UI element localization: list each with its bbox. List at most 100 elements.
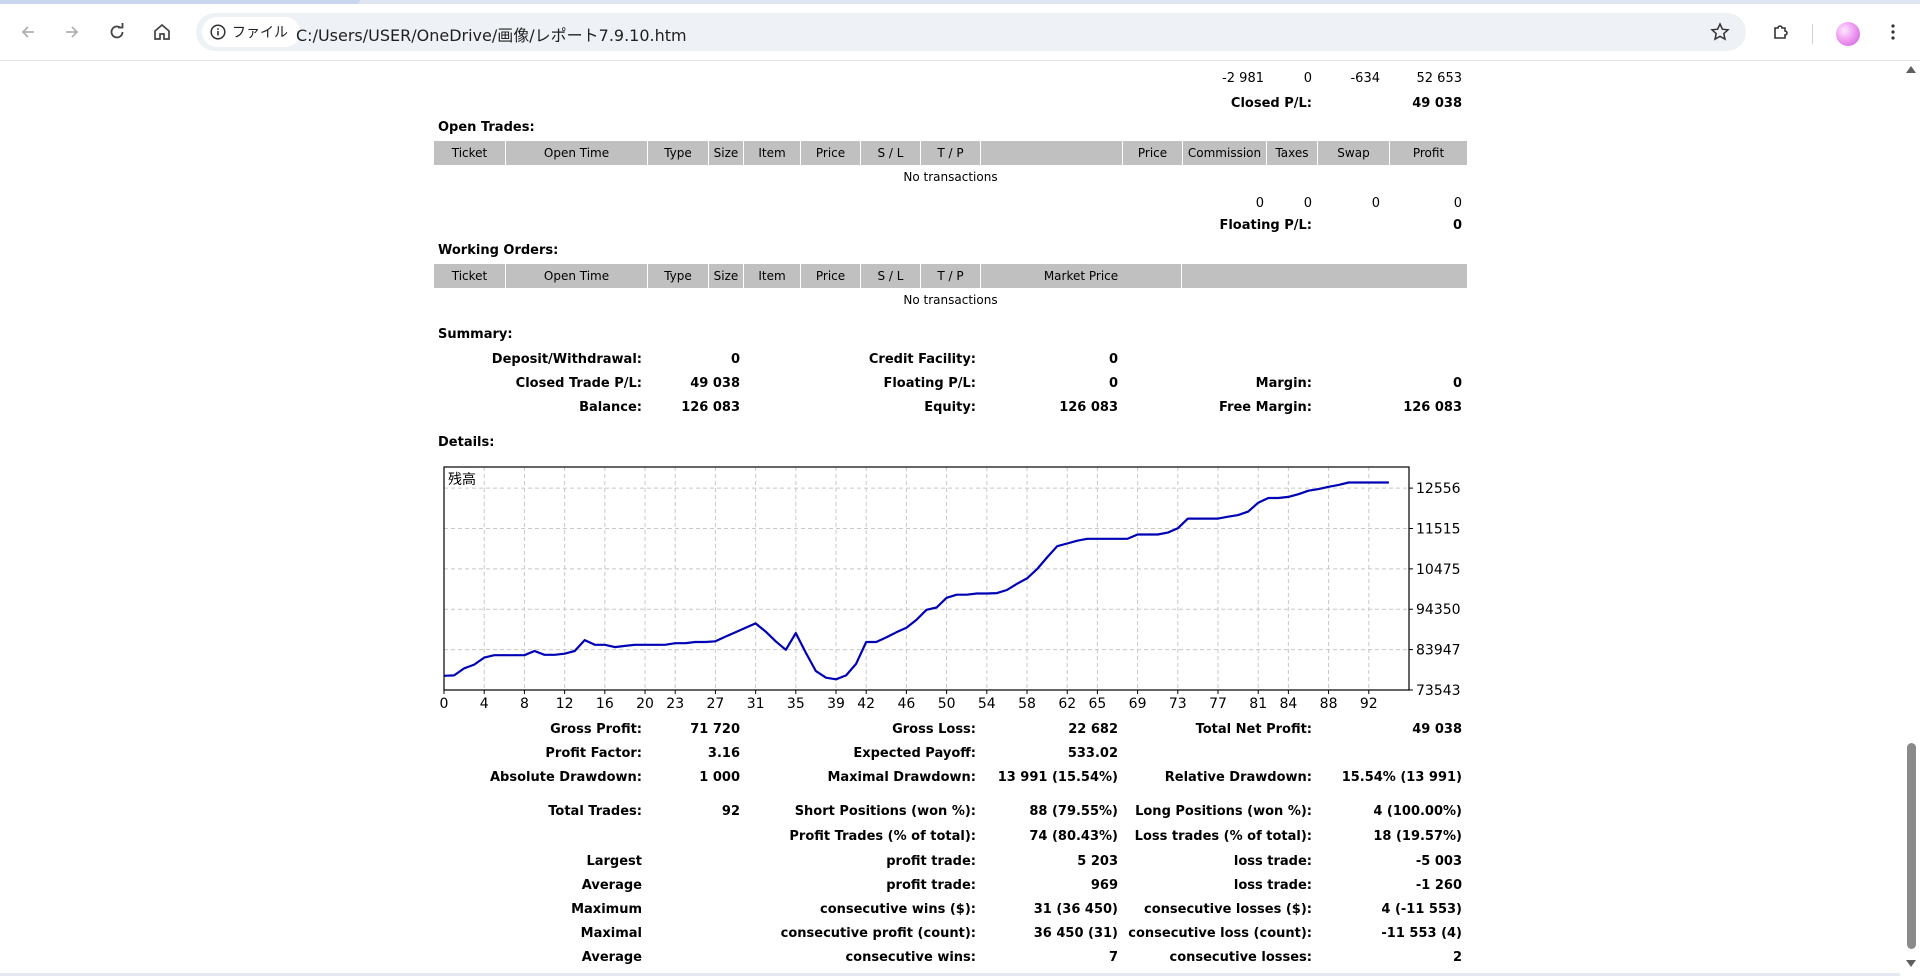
toolbar-divider [1812, 24, 1813, 44]
largest-loss-label: loss trade: [1233, 854, 1312, 869]
address-bar[interactable]: ファイル C:/Users/USER/OneDrive/画像/レポート7.9.1… [196, 13, 1746, 51]
open-total-profit: 0 [1453, 196, 1462, 211]
details-title: Details: [438, 435, 495, 450]
summary-title: Summary: [438, 327, 513, 342]
chart-x-tick-label: 27 [706, 696, 724, 712]
average-consecutive-label: Average [581, 950, 642, 965]
chart-y-tick-label: 73543 [1416, 683, 1460, 699]
home-icon [154, 23, 170, 40]
margin-value: 0 [1452, 376, 1462, 391]
window-bottom-edge [0, 973, 1900, 976]
relative-drawdown-label: Relative Drawdown: [1164, 770, 1312, 785]
chart-x-tick-label: 69 [1129, 696, 1147, 712]
closed-total-swap: -634 [1350, 71, 1380, 86]
chart-x-tick-label: 8 [520, 696, 529, 712]
site-info-chip[interactable]: ファイル [202, 17, 300, 47]
puzzle-icon [1774, 25, 1788, 39]
largest-profit-value: 5 203 [1077, 854, 1118, 869]
long-positions-label: Long Positions (won %): [1135, 804, 1312, 819]
arrow-right-icon [66, 26, 79, 38]
active-tab-edge [0, 0, 360, 4]
wo-col-blank [1182, 264, 1467, 288]
chart-x-tick-label: 84 [1279, 696, 1297, 712]
scroll-down-arrow-icon[interactable] [1906, 960, 1916, 967]
max-consecutive-profit-label: consecutive profit (count): [780, 926, 976, 941]
forward-button[interactable] [58, 18, 86, 46]
bookmark-star-icon[interactable] [1710, 22, 1730, 42]
total-net-profit-label: Total Net Profit: [1195, 722, 1312, 737]
gross-loss-value: 22 682 [1068, 722, 1118, 737]
chart-x-tick-label: 39 [827, 696, 845, 712]
open-total-taxes: 0 [1303, 196, 1312, 211]
deposit-label: Deposit/Withdrawal: [491, 352, 642, 367]
chart-x-tick-label: 31 [747, 696, 765, 712]
col-sl: S / L [861, 141, 921, 165]
scroll-thumb[interactable] [1907, 743, 1916, 949]
open-total-commission: 0 [1255, 196, 1264, 211]
average-loss-value: -1 260 [1415, 878, 1462, 893]
col-taxes: Taxes [1267, 141, 1318, 165]
home-button[interactable] [148, 18, 176, 46]
profile-avatar[interactable] [1836, 22, 1860, 46]
chart-x-tick-label: 65 [1088, 696, 1106, 712]
profit-trades-value: 74 (80.43%) [1029, 829, 1118, 844]
chart-x-tick-label: 81 [1249, 696, 1267, 712]
credit-value: 0 [1108, 352, 1118, 367]
avg-consecutive-wins-value: 7 [1108, 950, 1118, 965]
col-commission: Commission [1183, 141, 1267, 165]
chart-frame [443, 466, 1410, 691]
loss-trades-value: 18 (19.57%) [1373, 829, 1462, 844]
free-margin-value: 126 083 [1403, 400, 1462, 415]
chart-series-line [443, 481, 1389, 681]
closed-pl-value: 49 038 [1412, 96, 1462, 111]
average-profit-value: 969 [1090, 878, 1118, 893]
arrow-left-icon [21, 26, 34, 38]
col-swap: Swap [1318, 141, 1390, 165]
window-top-edge [0, 0, 1920, 4]
wo-col-type: Type [648, 264, 709, 288]
closed-trade-pl-label: Closed Trade P/L: [515, 376, 642, 391]
url-text[interactable]: C:/Users/USER/OneDrive/画像/レポート7.9.10.htm [296, 26, 687, 45]
chart-y-tick-label: 83947 [1416, 643, 1460, 659]
expected-payoff-value: 533.02 [1067, 746, 1118, 761]
reload-icon [110, 23, 124, 39]
maximal-label: Maximal [580, 926, 642, 941]
largest-profit-label: profit trade: [886, 854, 976, 869]
chart-y-tick-label: 94350 [1416, 602, 1460, 618]
balance-label: Balance: [579, 400, 642, 415]
chart-x-tick-label: 58 [1018, 696, 1036, 712]
wo-col-size: Size [709, 264, 744, 288]
max-consecutive-losses-value: 4 (-11 553) [1381, 902, 1462, 917]
closed-pl-label: Closed P/L: [1230, 96, 1312, 111]
menu-button[interactable] [1879, 18, 1907, 46]
open-trades-header: Ticket Open Time Type Size Item Price S … [434, 141, 1467, 165]
col-tp: T / P [921, 141, 981, 165]
working-orders-empty: No transactions [903, 293, 998, 307]
wo-col-sl: S / L [861, 264, 921, 288]
open-total-swap: 0 [1371, 196, 1380, 211]
scroll-up-arrow-icon[interactable] [1906, 66, 1916, 73]
chart-x-tick-label: 46 [897, 696, 915, 712]
equity-label: Equity: [924, 400, 976, 415]
info-icon [210, 24, 226, 40]
total-net-profit-value: 49 038 [1412, 722, 1462, 737]
chart-x-tick-label: 20 [636, 696, 654, 712]
chart-y-tick-label: 104754 [1416, 562, 1460, 578]
gross-profit-label: Gross Profit: [550, 722, 642, 737]
col-price: Price [801, 141, 861, 165]
equity-value: 126 083 [1059, 400, 1118, 415]
chart-x-tick-label: 4 [480, 696, 489, 712]
short-positions-value: 88 (79.55%) [1029, 804, 1118, 819]
relative-drawdown-value: 15.54% (13 991) [1341, 770, 1462, 785]
short-positions-label: Short Positions (won %): [794, 804, 976, 819]
absolute-drawdown-label: Absolute Drawdown: [490, 770, 642, 785]
chart-x-tick-label: 12 [556, 696, 574, 712]
wo-col-ticket: Ticket [434, 264, 506, 288]
reload-button[interactable] [103, 18, 131, 46]
extensions-button[interactable] [1767, 18, 1795, 46]
absolute-drawdown-value: 1 000 [699, 770, 740, 785]
back-button[interactable] [14, 18, 42, 46]
margin-label: Margin: [1255, 376, 1312, 391]
col-ticket: Ticket [434, 141, 506, 165]
maximum-label: Maximum [571, 902, 642, 917]
